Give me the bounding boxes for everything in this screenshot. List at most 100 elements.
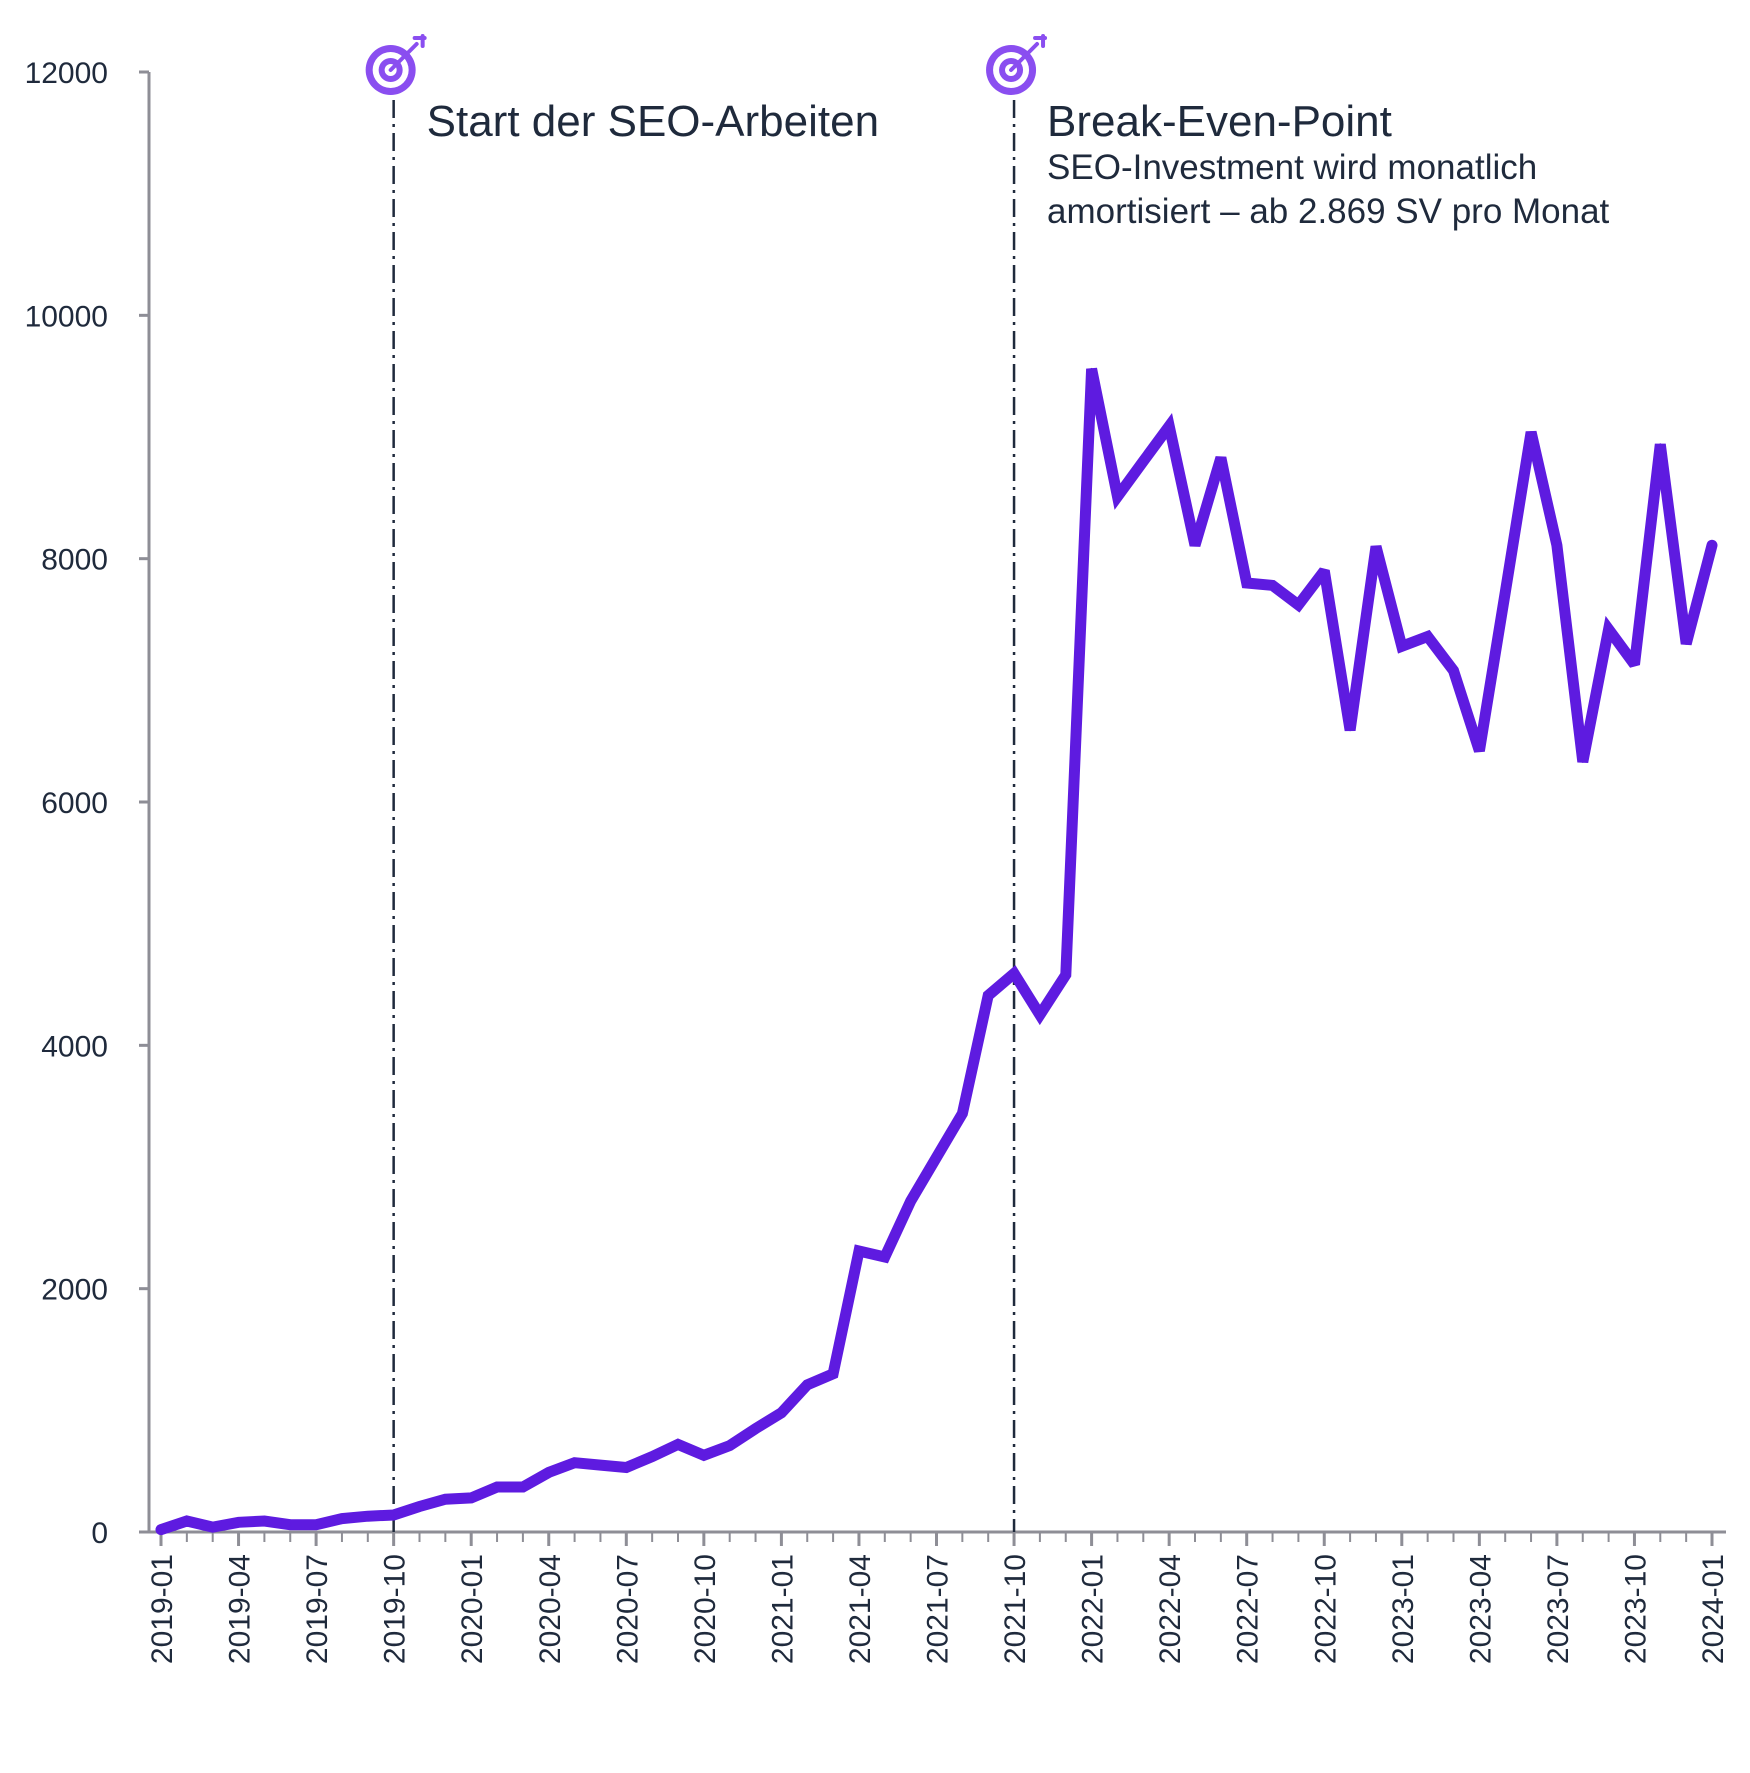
data-point xyxy=(340,1517,343,1520)
data-point xyxy=(1711,544,1713,547)
x-tick-label: 2020-10 xyxy=(689,1554,722,1664)
data-point xyxy=(1400,645,1403,648)
data-point xyxy=(857,1249,860,1252)
x-tick-label: 2024-01 xyxy=(1697,1554,1730,1664)
x-tick-label: 2019-10 xyxy=(379,1554,412,1664)
x-tick-label: 2023-04 xyxy=(1464,1554,1497,1664)
x-tick-label: 2022-07 xyxy=(1232,1554,1265,1664)
data-point xyxy=(496,1485,499,1488)
data-point xyxy=(728,1444,731,1447)
data-point xyxy=(832,1372,835,1375)
x-tick-label: 2022-10 xyxy=(1309,1554,1342,1664)
data-point xyxy=(392,1513,395,1516)
data-point xyxy=(1168,425,1171,428)
x-tick-label: 2020-07 xyxy=(611,1554,644,1664)
data-point xyxy=(211,1526,214,1529)
data-point xyxy=(185,1520,188,1523)
data-point xyxy=(1142,460,1145,463)
data-point xyxy=(1064,973,1067,976)
data-point xyxy=(470,1496,473,1499)
data-point xyxy=(1116,495,1119,498)
y-tick-label: 8000 xyxy=(41,544,108,577)
data-point xyxy=(677,1443,679,1446)
x-tick-label: 2022-04 xyxy=(1154,1554,1187,1664)
data-point xyxy=(1374,545,1377,548)
data-point xyxy=(315,1523,318,1526)
x-tick-label: 2022-01 xyxy=(1077,1554,1110,1664)
x-axis: 2019-01 2019-04 2019-07 2019-10 2020-01 2020-… xyxy=(146,1530,1730,1664)
data-point xyxy=(909,1200,912,1203)
x-tick-label: 2020-04 xyxy=(534,1554,567,1664)
x-tick-label: 2019-01 xyxy=(146,1554,179,1664)
data-point xyxy=(1633,663,1636,666)
target-arrow-icon xyxy=(365,34,427,95)
data-point xyxy=(1271,584,1274,587)
data-point xyxy=(1452,669,1455,672)
data-point xyxy=(573,1461,576,1464)
data-point xyxy=(935,1156,938,1159)
data-point xyxy=(625,1466,628,1469)
x-tick-label: 2021-01 xyxy=(766,1554,799,1664)
y-axis: 0 2000 4000 6000 8000 10000 12000 xyxy=(25,57,151,1550)
target-arrow-icon xyxy=(986,34,1048,95)
y-tick-label: 12000 xyxy=(25,57,108,90)
x-tick-label: 2023-07 xyxy=(1542,1554,1575,1664)
data-point xyxy=(263,1520,266,1523)
x-tick-label: 2019-04 xyxy=(224,1554,257,1664)
data-point xyxy=(1504,591,1507,594)
y-tick-label: 10000 xyxy=(25,300,108,333)
data-point xyxy=(961,1112,964,1115)
series xyxy=(155,367,1718,1536)
data-point xyxy=(1194,544,1196,547)
annotation-subtitle-line: SEO-Investment wird monatlich xyxy=(1047,148,1537,187)
data-point xyxy=(1013,972,1016,975)
data-point xyxy=(780,1411,783,1414)
data-point xyxy=(1478,749,1481,752)
data-point xyxy=(1607,628,1610,631)
annotations: Start der SEO-Arbeiten Break-Even-PointSE… xyxy=(365,34,1610,1532)
data-point xyxy=(806,1383,809,1386)
data-point xyxy=(702,1454,705,1457)
data-point xyxy=(1555,544,1558,547)
data-point xyxy=(160,1528,162,1531)
data-point xyxy=(1323,569,1326,572)
x-tick-label: 2023-10 xyxy=(1619,1554,1652,1664)
x-tick-label: 2021-10 xyxy=(999,1554,1032,1664)
annotation-title: Break-Even-Point xyxy=(1047,97,1392,146)
annotation-0: Start der SEO-Arbeiten xyxy=(365,34,879,1532)
x-tick-label: 2020-01 xyxy=(456,1554,489,1664)
data-point xyxy=(599,1464,602,1467)
x-tick-label: 2023-01 xyxy=(1387,1554,1420,1664)
data-point xyxy=(1659,443,1662,446)
annotation-title: Start der SEO-Arbeiten xyxy=(427,97,879,146)
data-point xyxy=(1426,635,1429,638)
data-point xyxy=(1219,456,1222,459)
data-point xyxy=(366,1515,369,1518)
data-point xyxy=(547,1471,550,1474)
data-point xyxy=(1685,642,1688,645)
data-point xyxy=(1297,603,1300,606)
data-point xyxy=(651,1455,654,1458)
x-tick-label: 2019-07 xyxy=(301,1554,334,1664)
x-tick-label: 2021-07 xyxy=(922,1554,955,1664)
data-point xyxy=(1530,431,1533,434)
y-tick-label: 0 xyxy=(91,1517,108,1550)
y-tick-label: 4000 xyxy=(41,1030,108,1063)
data-point xyxy=(1581,760,1584,763)
data-point xyxy=(987,994,990,997)
y-tick-label: 2000 xyxy=(41,1274,108,1307)
data-point xyxy=(521,1485,524,1488)
data-point xyxy=(754,1427,757,1430)
data-point xyxy=(289,1523,292,1526)
data-point xyxy=(237,1521,240,1524)
data-point xyxy=(883,1256,886,1259)
data-point xyxy=(418,1505,421,1508)
y-tick-label: 6000 xyxy=(41,787,108,820)
data-point xyxy=(1349,729,1352,732)
data-point xyxy=(1038,1013,1041,1016)
data-point xyxy=(1245,582,1248,584)
data-point xyxy=(444,1498,447,1501)
data-point xyxy=(1090,367,1093,370)
x-tick-label: 2021-04 xyxy=(844,1554,877,1664)
